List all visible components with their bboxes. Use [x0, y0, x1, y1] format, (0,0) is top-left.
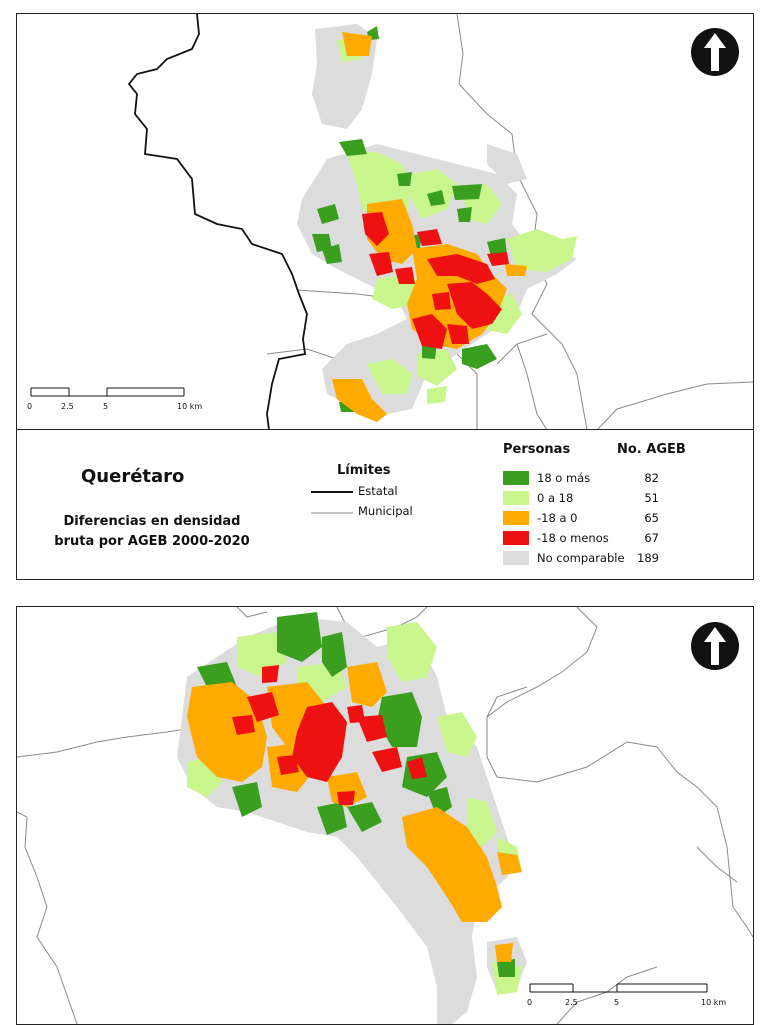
legend-count-no-comparable: 189 — [637, 551, 659, 565]
scale-label-10km-bottom: 10 km — [701, 998, 727, 1007]
scale-label-2-5: 2.5 — [61, 402, 74, 411]
scale-label-0-bottom: 0 — [527, 998, 533, 1007]
limits-title: Límites — [337, 463, 391, 478]
bottom-map-panel: 0 2.5 5 10 km — [16, 606, 754, 1025]
legend-count-0-18: 51 — [644, 491, 659, 505]
scale-bar — [30, 387, 185, 397]
north-arrow-icon — [691, 28, 739, 76]
legend-swatch-neg18-0 — [503, 511, 529, 525]
legend-panel: Querétaro Diferencias en densidad bruta … — [16, 429, 754, 580]
legend-subtitle: Diferencias en densidad bruta por AGEB 2… — [47, 512, 257, 552]
personas-header: Personas — [503, 442, 571, 457]
legend-swatch-0-18 — [503, 491, 529, 505]
subtitle-line-2: bruta por AGEB 2000-2020 — [54, 534, 250, 549]
top-map-panel: 0 2.5 5 10 km — [16, 13, 754, 431]
legend-count-neg18-0: 65 — [644, 511, 659, 525]
scale-label-10km: 10 km — [177, 402, 203, 411]
scale-bar-bottom — [529, 983, 708, 993]
top-map — [30, 14, 753, 430]
scale-label-5: 5 — [103, 402, 109, 411]
legend-label-neg18-menos: -18 o menos — [537, 531, 609, 545]
legend-swatch-neg18-menos — [503, 531, 529, 545]
legend-count-neg18-menos: 67 — [644, 531, 659, 545]
subtitle-line-1: Diferencias en densidad — [63, 514, 241, 529]
scale-label-0: 0 — [27, 402, 33, 411]
scale-label-5-bottom: 5 — [614, 998, 620, 1007]
north-arrow-icon-bottom — [691, 622, 739, 670]
limit-municipal-label: Municipal — [358, 504, 413, 518]
legend-label-0-18: 0 a 18 — [537, 491, 574, 505]
limit-estatal-label: Estatal — [358, 484, 398, 498]
legend-label-neg18-0: -18 a 0 — [537, 511, 578, 525]
legend-swatch-18-mas — [503, 471, 529, 485]
legend-title: Querétaro — [81, 466, 185, 487]
legend-swatch-no-comparable — [503, 551, 529, 565]
legend-label-18-mas: 18 o más — [537, 471, 591, 485]
limits-symbols — [311, 491, 353, 514]
legend-count-18-mas: 82 — [644, 471, 659, 485]
scale-label-2-5-bottom: 2.5 — [565, 998, 578, 1007]
state-boundary — [127, 14, 308, 430]
bottom-map — [17, 607, 753, 1024]
legend-label-no-comparable: No comparable — [537, 551, 625, 565]
ageb-header: No. AGEB — [617, 442, 686, 457]
